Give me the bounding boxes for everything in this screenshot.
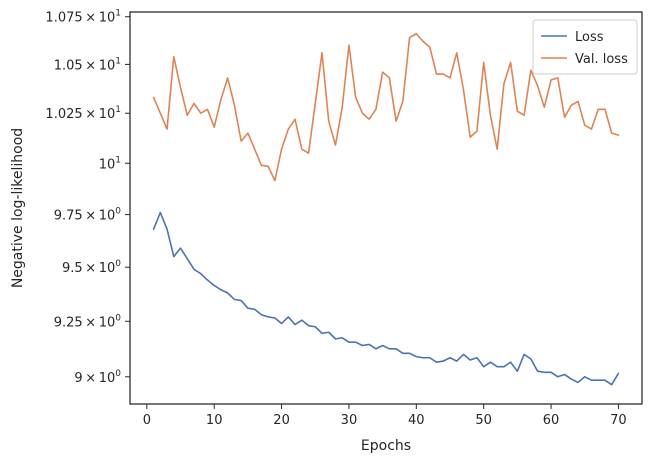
legend-label: Val. loss: [575, 52, 628, 67]
legend-box: [532, 19, 638, 75]
y-tick-label: 9 × 100: [74, 369, 121, 386]
y-axis-label: Negative log-likelihood: [10, 128, 26, 288]
x-tick-label: 40: [408, 413, 425, 428]
y-tick-label: 1.05 × 101: [54, 56, 121, 73]
y-tick-label: 1.025 × 101: [45, 105, 121, 122]
series-line-val-loss: [152, 32, 620, 182]
x-axis-label: Epochs: [361, 438, 411, 454]
x-tick-label: 70: [610, 413, 627, 428]
y-tick-label: 101: [99, 155, 121, 172]
y-tick-label: 1.075 × 101: [45, 9, 121, 26]
y-axis-ticks: 9 × 100 9.25 × 100 9.5 × 100 9.75 × 100 101 1…: [45, 9, 130, 386]
x-tick-label: 60: [543, 413, 560, 428]
x-axis-ticks: 0 10 20 30 40 50 60 70: [143, 404, 627, 428]
x-tick-label: 20: [273, 413, 290, 428]
legend: Loss Val. loss: [532, 19, 638, 75]
series-line-loss: [152, 211, 620, 386]
plot-frame: [129, 11, 643, 405]
legend-label: Loss: [575, 30, 604, 45]
x-tick-label: 50: [475, 413, 492, 428]
x-tick-label: 30: [341, 413, 358, 428]
x-tick-label: 0: [143, 413, 151, 428]
y-tick-label: 9.75 × 100: [54, 207, 122, 224]
plot-area: [152, 32, 620, 386]
x-tick-label: 10: [206, 413, 223, 428]
y-tick-label: 9.25 × 100: [54, 313, 122, 330]
y-tick-label: 9.5 × 100: [62, 259, 121, 276]
